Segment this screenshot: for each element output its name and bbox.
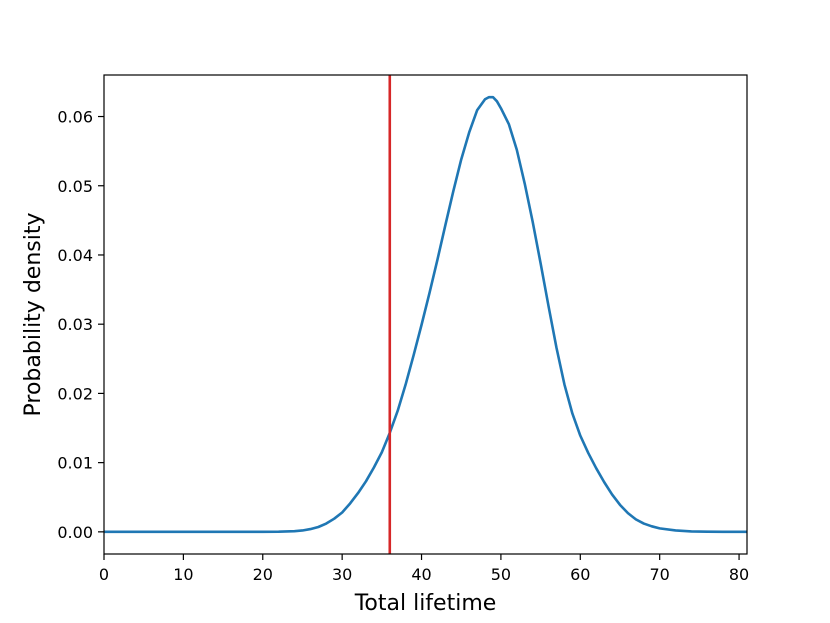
y-tick-label: 0.04	[57, 246, 93, 265]
x-tick-label: 60	[570, 565, 590, 584]
y-tick-label: 0.03	[57, 315, 93, 334]
plot-frame	[103, 74, 748, 555]
x-tick-label: 50	[491, 565, 511, 584]
x-tick-label: 40	[411, 565, 431, 584]
series-layer	[104, 95, 747, 534]
y-tick-label: 0.05	[57, 177, 93, 196]
x-axis-label: Total lifetime	[354, 591, 497, 616]
y-tick-label: 0.01	[57, 454, 93, 473]
x-tick-label: 30	[332, 565, 352, 584]
y-tick-label: 0.02	[57, 384, 93, 403]
y-tick-label: 0.06	[57, 108, 93, 127]
x-tick-label: 0	[99, 565, 109, 584]
x-axis-ticks: 0 10 20 30 40 50 60 70 80	[99, 554, 749, 584]
x-tick-label: 70	[649, 565, 669, 584]
y-axis-label: Probability density	[21, 213, 46, 417]
density-curve-0	[104, 95, 747, 534]
x-tick-label: 20	[253, 565, 273, 584]
plot-area	[103, 74, 748, 555]
y-axis-ticks: 0.00 0.01 0.02 0.03 0.04 0.05 0.06	[57, 108, 104, 542]
x-tick-label: 80	[729, 565, 749, 584]
x-tick-label: 10	[173, 565, 193, 584]
y-tick-label: 0.00	[57, 523, 93, 542]
